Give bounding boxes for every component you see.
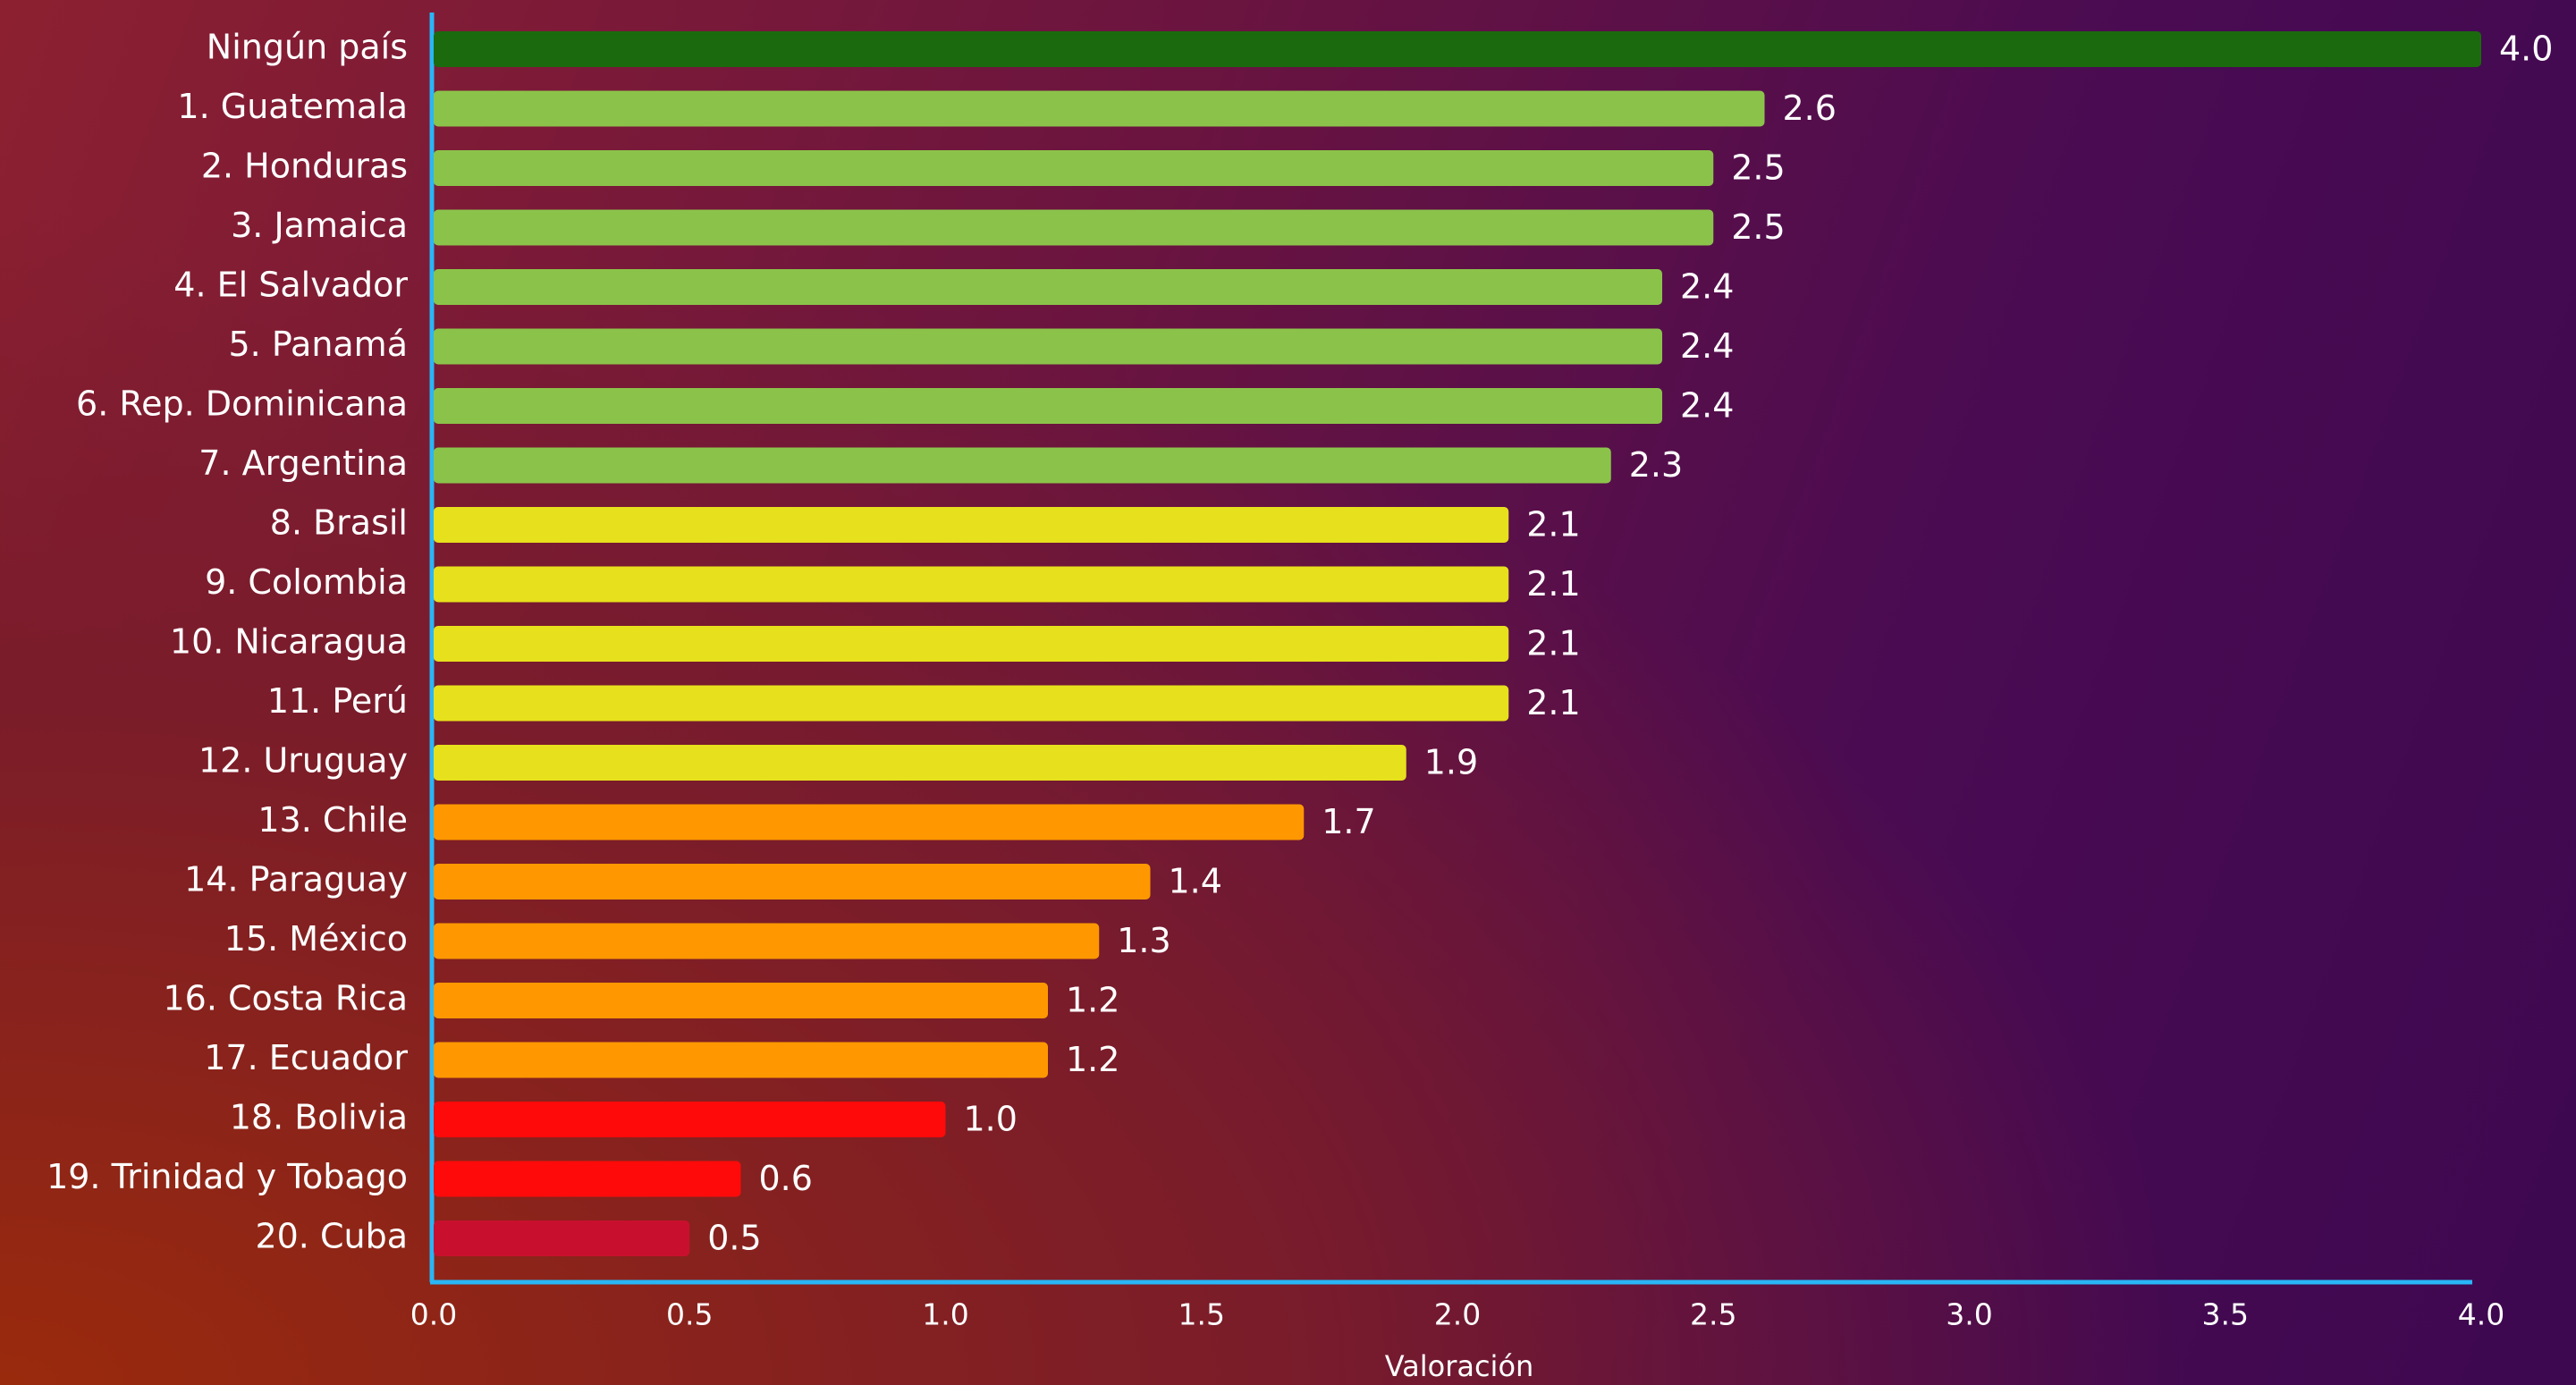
bar (434, 566, 1509, 603)
y-tick-label: 14. Paraguay (184, 860, 408, 899)
bar (434, 626, 1509, 662)
x-axis-label: Valoración (1385, 1349, 1534, 1383)
value-label: 1.2 (1066, 1040, 1119, 1079)
bar (434, 685, 1509, 722)
x-tick-label: 3.0 (1946, 1297, 1992, 1332)
x-tick-label: 3.5 (2202, 1297, 2249, 1332)
value-label: 2.1 (1526, 683, 1580, 722)
y-tick-label: 8. Brasil (270, 503, 408, 543)
bar (434, 1042, 1048, 1078)
y-tick-label: 11. Perú (267, 681, 408, 721)
bar (434, 447, 1611, 484)
bar (434, 507, 1509, 543)
value-label: 2.1 (1526, 624, 1580, 663)
y-tick-label: 19. Trinidad y Tobago (46, 1157, 408, 1196)
y-tick-label: 3. Jamaica (231, 206, 408, 245)
y-tick-label: 2. Honduras (201, 147, 408, 186)
bar (434, 150, 1714, 186)
x-tick-label: 1.5 (1178, 1297, 1225, 1332)
x-tick-label: 1.0 (922, 1297, 968, 1332)
value-label: 2.1 (1526, 505, 1580, 545)
y-tick-label: 9. Colombia (205, 562, 408, 602)
y-tick-label: 15. México (224, 919, 408, 959)
y-tick-label: 4. El Salvador (173, 266, 408, 305)
y-tick-label: 20. Cuba (255, 1217, 408, 1256)
bar (434, 328, 1662, 365)
bar (434, 923, 1100, 959)
y-tick-label: 1. Guatemala (177, 87, 408, 126)
y-tick-label: 7. Argentina (198, 443, 408, 483)
x-tick-label: 2.0 (1434, 1297, 1481, 1332)
value-label: 2.5 (1731, 207, 1785, 247)
y-tick-label: 13. Chile (258, 800, 408, 840)
value-label: 2.5 (1731, 148, 1785, 188)
value-label: 2.4 (1680, 326, 1734, 366)
bar (434, 269, 1662, 305)
value-label: 2.4 (1680, 386, 1734, 426)
y-tick-label: 17. Ecuador (204, 1038, 408, 1077)
bar (434, 864, 1151, 899)
x-tick-label: 4.0 (2458, 1297, 2504, 1332)
y-tick-label: 12. Uruguay (198, 741, 408, 781)
value-label: 1.9 (1424, 743, 1478, 782)
y-tick-label: 5. Panamá (228, 325, 408, 364)
y-tick-label: 6. Rep. Dominicana (76, 384, 408, 424)
value-label: 2.1 (1526, 564, 1580, 604)
y-tick-label: 18. Bolivia (230, 1098, 408, 1137)
bar (434, 31, 2481, 67)
bar (434, 90, 1765, 127)
y-tick-label: 10. Nicaragua (170, 622, 408, 662)
bar (434, 983, 1048, 1018)
value-label: 1.3 (1117, 921, 1170, 960)
value-label: 2.6 (1783, 89, 1837, 128)
value-label: 1.0 (964, 1100, 1018, 1139)
value-label: 0.6 (759, 1159, 813, 1198)
bar (434, 388, 1662, 424)
bar (434, 1161, 741, 1197)
bar (434, 209, 1714, 246)
x-tick-label: 0.0 (410, 1297, 457, 1332)
bar (434, 804, 1305, 840)
y-tick-label: Ningún país (207, 28, 408, 67)
value-label: 4.0 (2499, 30, 2553, 69)
bar (434, 1220, 690, 1256)
bar (434, 1102, 946, 1137)
bar (434, 745, 1406, 781)
value-label: 1.4 (1169, 862, 1222, 901)
value-label: 1.7 (1322, 802, 1375, 841)
value-label: 1.2 (1066, 981, 1119, 1020)
value-label: 2.3 (1629, 445, 1683, 485)
value-label: 2.4 (1680, 267, 1734, 307)
y-tick-label: 16. Costa Rica (164, 979, 409, 1018)
x-tick-label: 2.5 (1690, 1297, 1736, 1332)
value-label: 0.5 (707, 1219, 761, 1258)
x-tick-label: 0.5 (666, 1297, 713, 1332)
